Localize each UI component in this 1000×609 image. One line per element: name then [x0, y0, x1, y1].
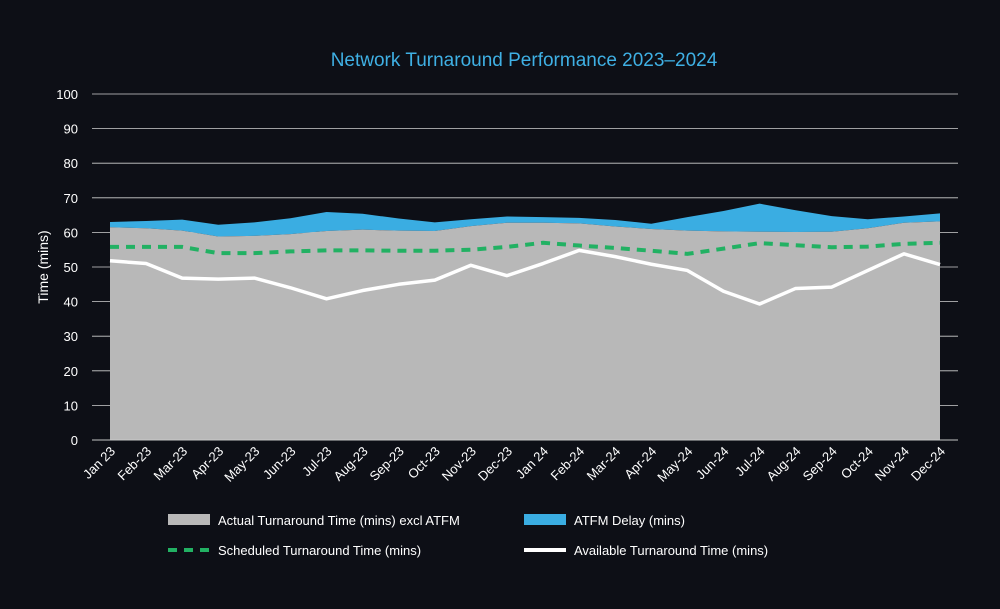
x-tick-label: Nov-24 — [872, 444, 912, 484]
x-tick-label: Jun-24 — [693, 444, 732, 483]
x-tick-label: Apr-24 — [621, 444, 659, 482]
plot-area: 0 10 20 30 40 50 60 70 80 90 100 Jan 23Feb-23Mar-23… — [56, 87, 958, 485]
chart-title: Network Turnaround Performance 2023–2024 — [331, 50, 718, 71]
y-tick-label: 50 — [64, 260, 78, 275]
x-tick-label: Jan 24 — [513, 444, 551, 482]
available-turnaround-line — [109, 248, 941, 306]
y-tick-label: 10 — [64, 398, 78, 413]
x-tick-label: Mar-24 — [584, 444, 624, 484]
legend-swatch — [168, 514, 210, 525]
x-tick-label: Dec-23 — [475, 444, 515, 484]
x-tick-label: Aug-24 — [764, 444, 804, 484]
x-tick-label: Sep-23 — [367, 444, 407, 484]
y-axis-label: Time (mins) — [35, 230, 51, 303]
x-tick-label: Jun-23 — [260, 444, 299, 483]
y-tick-label: 20 — [64, 364, 78, 379]
legend-swatch — [524, 514, 566, 525]
y-tick-label: 80 — [64, 156, 78, 171]
legend: Actual Turnaround Time (mins) excl ATFM A… — [168, 513, 768, 558]
actual-turnaround-area — [110, 221, 940, 440]
x-tick-label: Dec-24 — [908, 444, 948, 484]
y-tick-label: 0 — [71, 433, 78, 448]
x-tick-label: May-24 — [654, 444, 695, 485]
x-tick-label: Nov-23 — [439, 444, 479, 484]
legend-label: ATFM Delay (mins) — [574, 513, 685, 528]
x-tick-label: Mar-23 — [151, 444, 191, 484]
legend-label: Available Turnaround Time (mins) — [574, 543, 768, 558]
y-tick-label: 70 — [64, 191, 78, 206]
atfm-delay-area — [110, 203, 940, 237]
x-tick-label: Oct-23 — [405, 444, 443, 482]
legend-label: Actual Turnaround Time (mins) excl ATFM — [218, 513, 460, 528]
x-tick-label: Apr-23 — [188, 444, 226, 482]
x-tick-label: Jan 23 — [80, 444, 118, 482]
x-tick-label: May-23 — [221, 444, 262, 485]
x-tick-label: Aug-23 — [330, 444, 370, 484]
x-tick-label: Feb-24 — [548, 444, 588, 484]
y-tick-label: 90 — [64, 122, 78, 137]
y-tick-label: 60 — [64, 225, 78, 240]
y-tick-label: 40 — [64, 295, 78, 310]
x-tick-label: Oct-24 — [838, 444, 876, 482]
x-tick-label: Feb-23 — [114, 444, 154, 484]
x-tick-label: Jul-23 — [299, 444, 335, 480]
y-tick-label: 30 — [64, 329, 78, 344]
legend-label: Scheduled Turnaround Time (mins) — [218, 543, 421, 558]
x-tick-label: Jul-24 — [732, 444, 768, 480]
scheduled-turnaround-line — [110, 240, 941, 256]
y-tick-label: 100 — [56, 87, 78, 102]
x-tick-label: Sep-24 — [800, 444, 840, 484]
